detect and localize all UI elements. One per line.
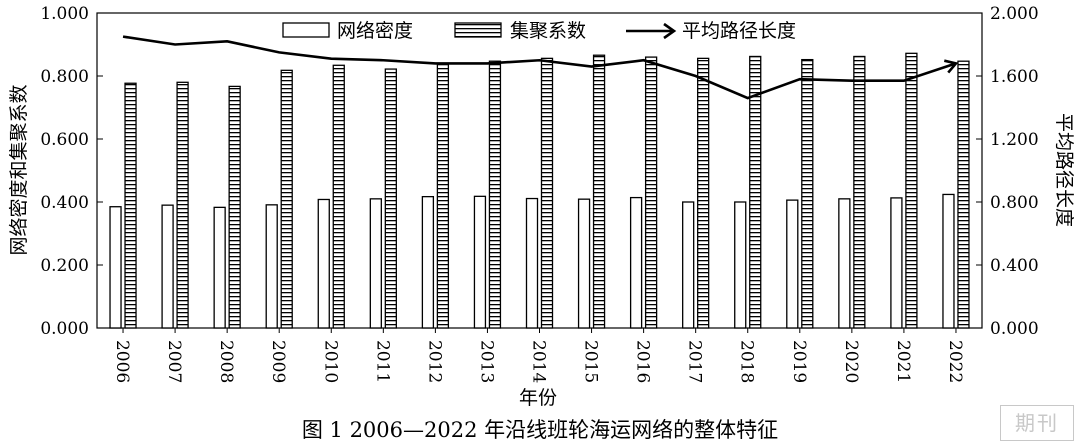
y-axis-title: 网络密度和集聚系数 xyxy=(8,84,30,255)
bar-density-2011 xyxy=(369,198,382,329)
bar-density-2016 xyxy=(629,196,643,329)
watermark: 期刊 xyxy=(1000,405,1074,441)
bar-density-2008 xyxy=(213,206,226,329)
x-tick-label: 2009 xyxy=(268,340,288,383)
bar-clustering-2011 xyxy=(384,68,397,329)
x-axis-title: 年份 xyxy=(519,387,557,409)
bar-density-2015 xyxy=(577,198,591,329)
bar-density-2017 xyxy=(682,201,695,329)
bar-clustering-2017 xyxy=(697,57,710,329)
x-tick-label: 2006 xyxy=(112,340,132,383)
line-arrowhead xyxy=(943,59,959,74)
x-tick-label: 2017 xyxy=(685,340,705,383)
y2-tick-label: 2.000 xyxy=(990,4,1039,24)
bar-clustering-2009 xyxy=(280,69,293,329)
bar-clustering-2018 xyxy=(749,55,762,329)
bar-density-2013 xyxy=(473,195,487,329)
y2-axis-title: 平均路径长度 xyxy=(1053,113,1075,227)
legend-label-clustering: 集聚系数 xyxy=(510,20,586,42)
bar-clustering-2021 xyxy=(905,52,918,329)
bar-density-2021 xyxy=(890,197,903,329)
x-tick-label: 2020 xyxy=(841,340,861,383)
x-tick-label: 2007 xyxy=(164,340,184,383)
y2-tick-label: 1.200 xyxy=(990,130,1039,150)
y-tick-label: 0.800 xyxy=(40,67,89,87)
y2-tick-label: 0.000 xyxy=(990,319,1039,339)
bar-density-2022 xyxy=(942,193,955,329)
x-tick-label: 2012 xyxy=(424,340,444,383)
bar-density-2020 xyxy=(838,198,851,329)
x-tick-label: 2021 xyxy=(893,340,913,383)
bar-density-2006 xyxy=(109,206,122,329)
legend-arrow-icon xyxy=(663,22,677,40)
x-tick-label: 2013 xyxy=(476,340,496,383)
x-tick-label: 2019 xyxy=(789,340,809,383)
y-tick-label: 1.000 xyxy=(40,4,89,24)
line-avg-path-length xyxy=(122,35,957,100)
bar-clustering-2013 xyxy=(488,60,502,329)
legend-swatch-clustering xyxy=(454,22,502,38)
legend-label-density: 网络密度 xyxy=(337,20,413,42)
bar-density-2009 xyxy=(265,204,278,329)
bar-density-2018 xyxy=(734,201,747,329)
bar-density-2007 xyxy=(161,204,174,329)
legend-swatch-density xyxy=(282,22,330,38)
x-tick-label: 2011 xyxy=(372,340,392,383)
x-tick-label: 2010 xyxy=(320,340,340,383)
y2-tick-label: 1.600 xyxy=(990,67,1039,87)
bar-clustering-2016 xyxy=(644,56,658,329)
y-tick-label: 0.600 xyxy=(40,130,89,150)
bar-clustering-2014 xyxy=(540,57,554,329)
x-tick-label: 2016 xyxy=(633,340,653,383)
bar-clustering-2006 xyxy=(124,82,137,329)
y2-tick-label: 0.800 xyxy=(990,193,1039,213)
bar-clustering-2015 xyxy=(592,54,606,329)
bar-density-2010 xyxy=(317,198,330,329)
bar-clustering-2020 xyxy=(853,55,866,329)
bar-density-2012 xyxy=(421,195,435,329)
bar-clustering-2019 xyxy=(801,58,814,329)
x-tick-label: 2008 xyxy=(216,340,236,383)
bar-clustering-2022 xyxy=(957,60,970,329)
x-tick-label: 2015 xyxy=(581,340,601,383)
y-tick-label: 0.000 xyxy=(40,319,89,339)
bar-density-2014 xyxy=(525,197,539,329)
plot-area: 0.000 0.200 0.400 0.600 0.800 1.000 0.000 0.400… xyxy=(8,4,1075,409)
x-tick-label: 2014 xyxy=(529,340,549,383)
chart: 0.000 0.200 0.400 0.600 0.800 1.000 0.000 0.400… xyxy=(8,4,1075,409)
y2-tick-label: 0.400 xyxy=(990,256,1039,276)
y-tick-label: 0.400 xyxy=(40,193,89,213)
bar-clustering-2007 xyxy=(176,81,189,329)
bar-clustering-2008 xyxy=(228,85,241,329)
bar-clustering-2010 xyxy=(332,64,345,329)
bar-density-2019 xyxy=(786,199,799,329)
bar-clustering-2012 xyxy=(436,62,450,329)
figure-caption: 图 1 2006—2022 年沿线班轮海运网络的整体特征 xyxy=(301,418,779,442)
x-tick-label: 2018 xyxy=(737,340,757,383)
y-tick-label: 0.200 xyxy=(40,256,89,276)
x-tick-label: 2022 xyxy=(945,340,965,383)
legend-label-avg-path: 平均路径长度 xyxy=(682,20,796,42)
